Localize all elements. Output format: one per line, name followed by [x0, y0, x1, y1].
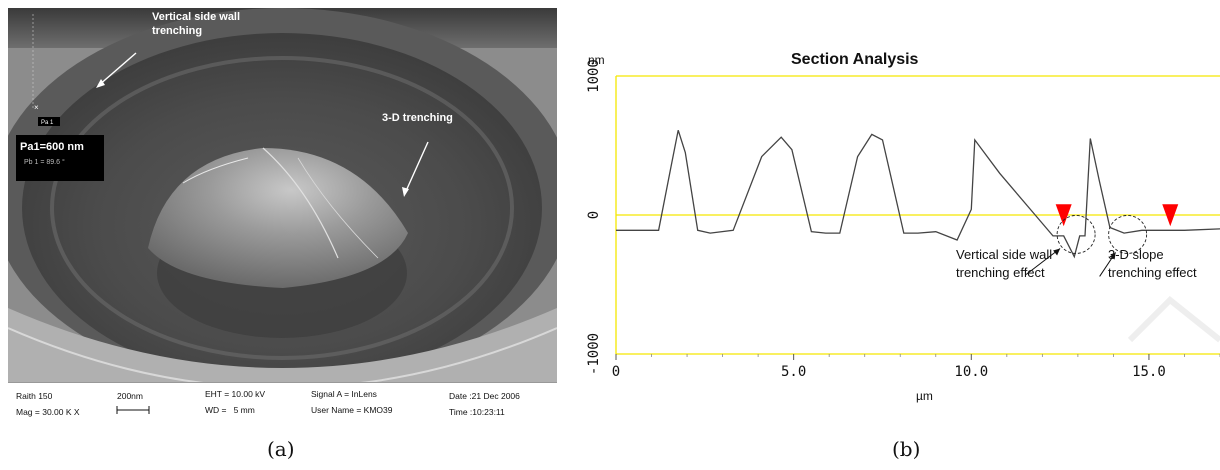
- user-name: User Name = KMO39: [311, 405, 393, 415]
- instrument-name: Raith 150: [16, 391, 53, 401]
- x-tick-label: 10.0: [954, 364, 988, 380]
- date-value: Date :21 Dec 2006: [449, 391, 520, 401]
- label-3d-trenching: 3-D trenching: [382, 112, 453, 124]
- caption-a: (a): [267, 437, 295, 461]
- wd-value: WD = 5 mm: [205, 405, 255, 415]
- annotation-arrowhead-1: [1053, 248, 1061, 256]
- magnification: Mag = 30.00 K X: [16, 407, 80, 417]
- trenching-circle-1: [1056, 215, 1096, 254]
- eht-value: EHT = 10.00 kV: [205, 389, 266, 399]
- profile-line: [616, 130, 1220, 259]
- scale-bar: [116, 406, 150, 414]
- y-tick-label: -1000: [586, 333, 602, 375]
- annotation-text-2: trenching effect: [1108, 265, 1197, 280]
- y-tick-label: 1000: [586, 59, 602, 93]
- svg-text:×: ×: [34, 103, 39, 112]
- x-tick-label: 0: [612, 364, 620, 380]
- measurement-pb1: Pb 1 = 89.6 °: [24, 159, 65, 166]
- x-axis-label: µm: [916, 389, 933, 403]
- sem-micrograph: × Pa 1: [8, 8, 557, 432]
- measurement-box: Pa1=600 nm Pb 1 = 89.6 °: [16, 135, 104, 181]
- time-value: Time :10:23:11: [449, 407, 505, 417]
- caption-b: (b): [892, 437, 921, 461]
- label-vertical-trenching: Vertical side wall trenching: [152, 11, 241, 37]
- measurement-pa1: Pa1=600 nm: [20, 141, 84, 153]
- arrow-vertical-trenching: [97, 52, 137, 87]
- scale-bar-label: 200nm: [117, 391, 143, 401]
- sem-data-bar: Raith 150 Mag = 30.00 K X 200nm EHT = 10…: [8, 382, 557, 433]
- annotation-text-1: Vertical side wall: [956, 247, 1052, 262]
- arrow-3d-trenching: [405, 141, 429, 192]
- pa-marker-label: Pa 1: [41, 120, 54, 126]
- signal-value: Signal A = InLens: [311, 389, 377, 399]
- chart-title: Section Analysis: [791, 51, 919, 68]
- annotation-arrowhead-2: [1109, 252, 1116, 260]
- cursor-marker-2: [1162, 204, 1179, 227]
- x-tick-label: 5.0: [781, 364, 806, 380]
- annotation-text-2: 3-D slope: [1108, 247, 1164, 262]
- section-analysis-chart: Section Analysis nm µm 1000 0 -1000 0 5.0 10.0 15…: [570, 40, 1220, 415]
- cursor-marker-1: [1055, 204, 1072, 227]
- x-tick-label: 15.0: [1132, 364, 1166, 380]
- annotation-text-1: trenching effect: [956, 265, 1045, 280]
- trenching-circle-2: [1108, 215, 1148, 254]
- y-unit-label: nm: [588, 53, 605, 67]
- annotation-arrow-1: [1025, 248, 1061, 275]
- y-tick-label: 0: [586, 211, 602, 219]
